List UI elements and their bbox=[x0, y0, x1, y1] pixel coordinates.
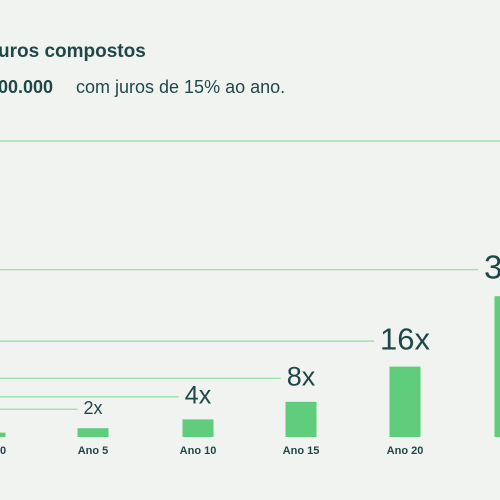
bar bbox=[389, 366, 421, 437]
value-label: 2x bbox=[83, 398, 102, 418]
value-label: 8x bbox=[287, 361, 316, 391]
x-tick-label: Ano 20 bbox=[387, 445, 424, 457]
bar bbox=[182, 419, 214, 437]
bar bbox=[285, 401, 317, 437]
bar bbox=[494, 296, 500, 437]
value-label: 16x bbox=[380, 321, 430, 356]
x-tick-label: Ano 15 bbox=[283, 445, 320, 457]
x-tick-label: 0 bbox=[0, 445, 6, 457]
bar bbox=[0, 432, 6, 437]
subtitle: com juros de 15% ao ano. bbox=[76, 77, 285, 97]
x-tick-label: Ano 10 bbox=[180, 445, 217, 457]
bar bbox=[77, 428, 109, 437]
x-tick-label: Ano 5 bbox=[78, 445, 109, 457]
subtitle-bold: 00.000 bbox=[0, 77, 53, 97]
chart-title: uros compostos bbox=[0, 41, 146, 62]
value-label: 3 bbox=[484, 248, 500, 285]
value-label: 4x bbox=[185, 382, 212, 410]
